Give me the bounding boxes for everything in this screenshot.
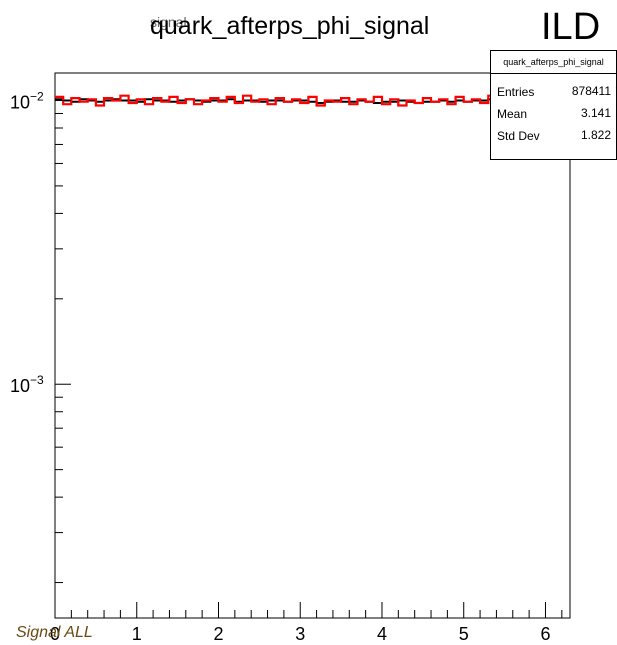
stats-box: quark_afterps_phi_signal Entries 878411 … (490, 50, 617, 160)
stats-value: 878411 (571, 84, 611, 98)
stats-row-mean: Mean 3.141 (491, 96, 616, 121)
x-tick-label: 6 (540, 624, 550, 644)
stats-row-stddev: Std Dev 1.822 (491, 118, 616, 143)
footer-label: Signal ALL (16, 624, 93, 641)
series-layer (55, 94, 570, 107)
stats-title: quark_afterps_phi_signal (491, 51, 616, 74)
stats-value: 1.822 (580, 128, 611, 142)
chart-title: quark_afterps_phi_signal (150, 12, 430, 40)
stats-row-entries: Entries 878411 (491, 74, 616, 99)
stats-label: Std Dev (497, 129, 540, 143)
stats-label: Entries (497, 85, 535, 99)
x-tick-label: 0 (50, 624, 60, 644)
series-red-line (55, 94, 570, 107)
y-tick-label: 10−3 (10, 373, 44, 396)
plot-frame (54, 72, 571, 619)
x-tick-label: 3 (295, 624, 305, 644)
x-tick-label: 4 (377, 624, 387, 644)
x-tick-label: 2 (213, 624, 223, 644)
stats-value: 3.141 (580, 106, 611, 120)
x-tick-label: 5 (459, 624, 469, 644)
axis-layer: 0 1 2 3 4 5 6 10−2 10−3 (10, 89, 563, 644)
title-ghost: signal (150, 14, 187, 30)
stats-label: Mean (497, 107, 528, 121)
experiment-label: ILD (541, 6, 601, 48)
y-tick-label: 10−2 (10, 89, 44, 112)
x-tick-label: 1 (132, 624, 142, 644)
